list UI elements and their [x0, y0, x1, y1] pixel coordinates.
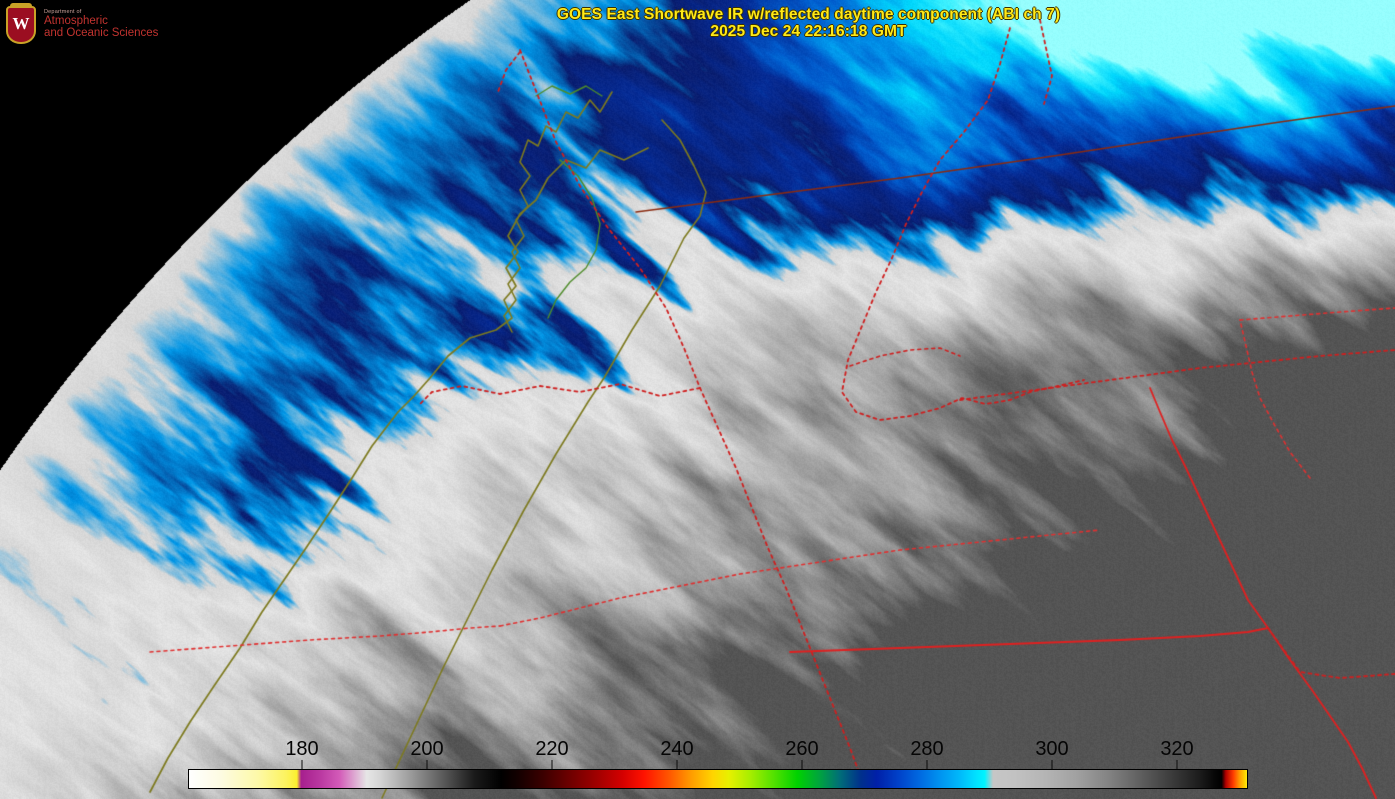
- logo-text-block: Department of Atmospheric and Oceanic Sc…: [44, 9, 159, 40]
- crest-letter-w: W: [12, 14, 30, 33]
- logo-department-line: Department of: [44, 9, 82, 16]
- crest-shield-icon: W: [6, 6, 36, 44]
- logo-name-line2: and Oceanic Sciences: [44, 26, 159, 39]
- logo-name-line1: Atmospheric: [44, 14, 108, 27]
- uw-madison-aos-logo: W Department of Atmospheric and Oceanic …: [4, 2, 164, 48]
- uw-crest-icon: W: [4, 3, 38, 47]
